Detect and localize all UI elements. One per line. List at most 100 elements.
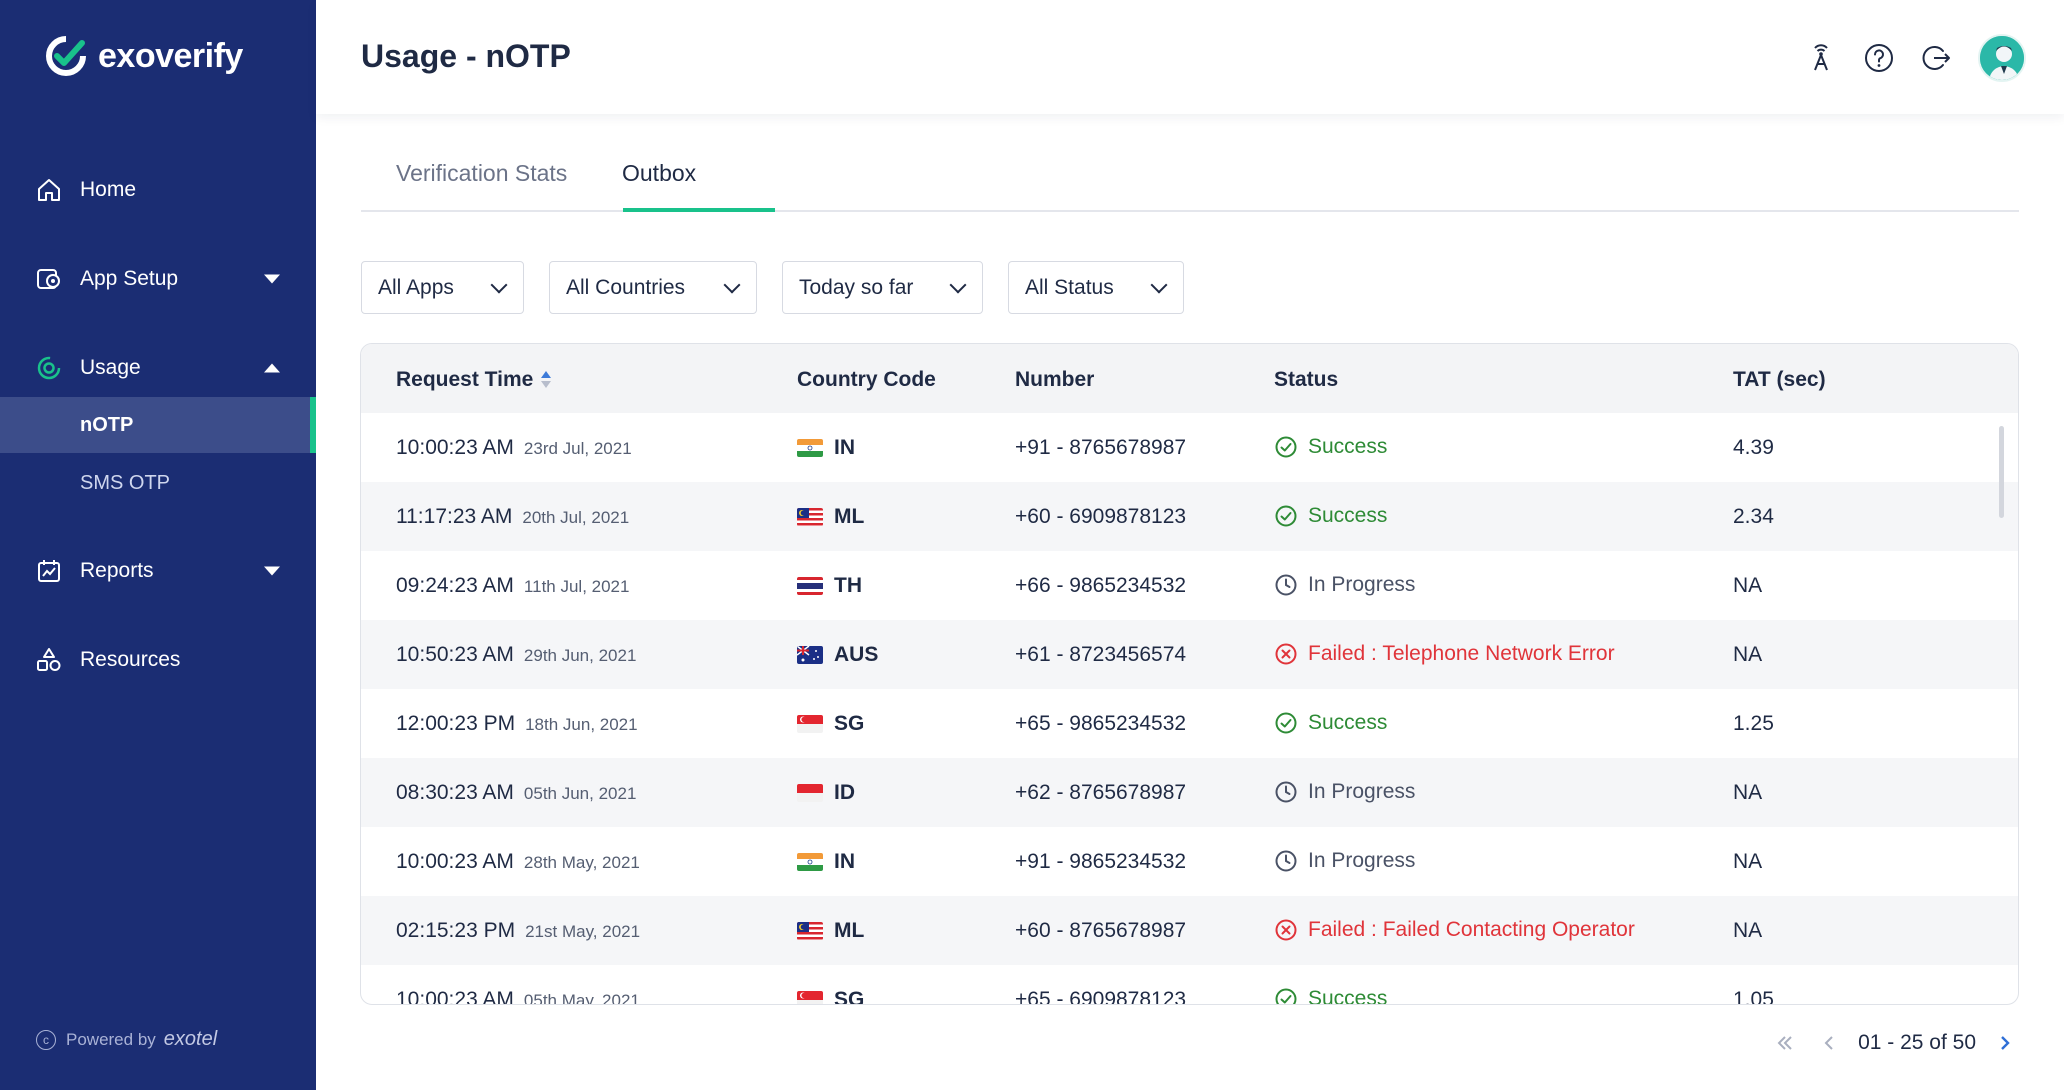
first-page-button[interactable] <box>1770 1028 1800 1058</box>
previous-page-button[interactable] <box>1814 1028 1844 1058</box>
apps-filter-value: All Apps <box>378 275 454 299</box>
table-row[interactable]: 10:50:23 AM 29th Jun, 2021 AUS +61 - 872345… <box>361 620 2018 689</box>
request-time-cell: 10:00:23 AM 05th May, 2021 <box>396 988 640 1005</box>
table-scrollbar[interactable] <box>1999 426 2004 518</box>
sidebar-item-label: App Setup <box>80 267 179 290</box>
request-date: 20th Jul, 2021 <box>522 508 630 527</box>
status-cell: Success <box>1274 711 1387 735</box>
chevron-down-icon <box>490 276 508 294</box>
sidebar-item-reports[interactable]: Reports <box>0 541 316 601</box>
chevron-down-icon <box>723 276 741 294</box>
countries-filter-dropdown[interactable]: All Countries <box>549 261 757 314</box>
page-title: Usage - nOTP <box>361 38 571 74</box>
double-chevron-left-icon <box>1777 1036 1792 1050</box>
status-text: Success <box>1308 711 1388 734</box>
table-row[interactable]: 10:00:23 AM 28th May, 2021 IN +91 - 9865234… <box>361 827 2018 896</box>
country-flag-icon <box>797 784 823 802</box>
phone-number: +91 - 8765678987 <box>1015 436 1187 459</box>
apps-filter-dropdown[interactable]: All Apps <box>361 261 524 314</box>
status-cell: Success <box>1274 435 1387 459</box>
status-text: In Progress <box>1308 849 1416 872</box>
column-header-country-code: Country Code <box>797 368 936 391</box>
antenna-icon[interactable] <box>1804 41 1838 75</box>
request-time: 11:17:23 AM <box>396 505 513 528</box>
country-code: ML <box>834 505 865 528</box>
request-time-cell: 10:00:23 AM 28th May, 2021 <box>396 850 640 874</box>
logout-icon[interactable] <box>1920 41 1954 75</box>
table-row[interactable]: 08:30:23 AM 05th Jun, 2021 ID +62 - 8765678… <box>361 758 2018 827</box>
tab-verification-stats[interactable]: Verification Stats <box>396 160 568 186</box>
table-row[interactable]: 09:24:23 AM 11th Jul, 2021 TH +66 - 9865234… <box>361 551 2018 620</box>
tat-value: 1.05 <box>1733 988 1774 1005</box>
sort-icon[interactable] <box>541 370 552 390</box>
sidebar-subitem-notp[interactable]: nOTP <box>0 397 316 453</box>
avatar[interactable] <box>1978 34 2026 82</box>
request-time-cell: 09:24:23 AM 11th Jul, 2021 <box>396 574 629 598</box>
country-flag-icon <box>797 577 823 595</box>
request-date: 29th Jun, 2021 <box>523 646 637 665</box>
status-text: Success <box>1308 987 1388 1005</box>
next-page-button[interactable] <box>1990 1028 2020 1058</box>
phone-number: +61 - 8723456574 <box>1015 643 1187 666</box>
request-time-cell: 10:50:23 AM 29th Jun, 2021 <box>396 643 636 667</box>
status-text: Failed : Telephone Network Error <box>1308 642 1615 665</box>
brand-name: exoverify <box>98 36 243 75</box>
reports-icon <box>34 556 64 586</box>
country-flag-icon <box>797 508 823 526</box>
country-flag-icon <box>797 991 823 1004</box>
exotel-brand: exotel <box>163 1028 218 1050</box>
phone-number: +65 - 6909878123 <box>1015 988 1187 1005</box>
check-circle-icon <box>1274 435 1308 459</box>
sidebar-item-app-setup[interactable]: App Setup <box>0 249 316 309</box>
powered-by-label: Powered by <box>66 1029 156 1049</box>
country-flag-icon <box>797 715 823 733</box>
tab-outbox[interactable]: Outbox <box>622 160 697 186</box>
sidebar-item-home[interactable]: Home <box>0 160 316 220</box>
request-time: 10:00:23 AM <box>396 988 514 1005</box>
request-time-cell: 10:00:23 AM 23rd Jul, 2021 <box>396 436 632 460</box>
chevron-down-icon <box>264 566 280 576</box>
sidebar-item-usage[interactable]: Usage <box>0 338 316 398</box>
status-filter-value: All Status <box>1025 275 1114 299</box>
period-filter-value: Today so far <box>799 275 914 299</box>
sidebar-subitem-sms-otp[interactable]: SMS OTP <box>80 471 171 494</box>
status-text: Success <box>1308 435 1388 458</box>
table-row[interactable]: 10:00:23 AM 05th May, 2021 SG +65 - 6909878… <box>361 965 2018 1005</box>
error-circle-icon <box>1274 918 1308 942</box>
request-date: 18th Jun, 2021 <box>525 715 638 734</box>
gear-icon <box>34 264 64 294</box>
country-code: TH <box>834 574 862 597</box>
table-row[interactable]: 12:00:23 PM 18th Jun, 2021 SG +65 - 9865234… <box>361 689 2018 758</box>
header-actions <box>1780 34 2026 82</box>
country-code: SG <box>834 712 865 735</box>
tat-value: NA <box>1733 781 1763 804</box>
request-date: 05th May, 2021 <box>523 991 640 1005</box>
app-logo[interactable]: exoverify <box>44 34 243 78</box>
request-time-cell: 12:00:23 PM 18th Jun, 2021 <box>396 712 638 736</box>
status-cell: Failed : Telephone Network Error <box>1274 642 1615 666</box>
help-icon[interactable] <box>1862 41 1896 75</box>
copyright-icon: c <box>36 1029 56 1050</box>
request-time: 10:50:23 AM <box>396 643 514 666</box>
request-date: 23rd Jul, 2021 <box>523 439 632 458</box>
tat-value: 2.34 <box>1733 505 1774 528</box>
table-row[interactable]: 02:15:23 PM 21st May, 2021 ML +60 - 8765678… <box>361 896 2018 965</box>
outbox-table: Request Time Country Code Number Status … <box>360 343 2019 1005</box>
chevron-down-icon <box>264 274 280 284</box>
countries-filter-value: All Countries <box>566 275 686 299</box>
country-code: IN <box>834 850 855 873</box>
request-time-cell: 08:30:23 AM 05th Jun, 2021 <box>396 781 636 805</box>
sidebar-item-resources[interactable]: Resources <box>0 630 316 690</box>
column-header-request-time[interactable]: Request Time <box>396 368 552 392</box>
table-row[interactable]: 11:17:23 AM 20th Jul, 2021 ML +60 - 6909878… <box>361 482 2018 551</box>
table-row[interactable]: 10:00:23 AM 23rd Jul, 2021 IN +91 - 8765678… <box>361 413 2018 482</box>
country-code: ID <box>834 781 855 804</box>
check-circle-icon <box>1274 711 1308 735</box>
status-filter-dropdown[interactable]: All Status <box>1008 261 1184 314</box>
chevron-up-icon <box>264 363 280 373</box>
column-header-status: Status <box>1274 368 1339 391</box>
country-flag-icon <box>797 439 823 457</box>
period-filter-dropdown[interactable]: Today so far <box>782 261 983 314</box>
exoverify-logo-icon <box>46 36 86 76</box>
request-date: 05th Jun, 2021 <box>523 784 637 803</box>
